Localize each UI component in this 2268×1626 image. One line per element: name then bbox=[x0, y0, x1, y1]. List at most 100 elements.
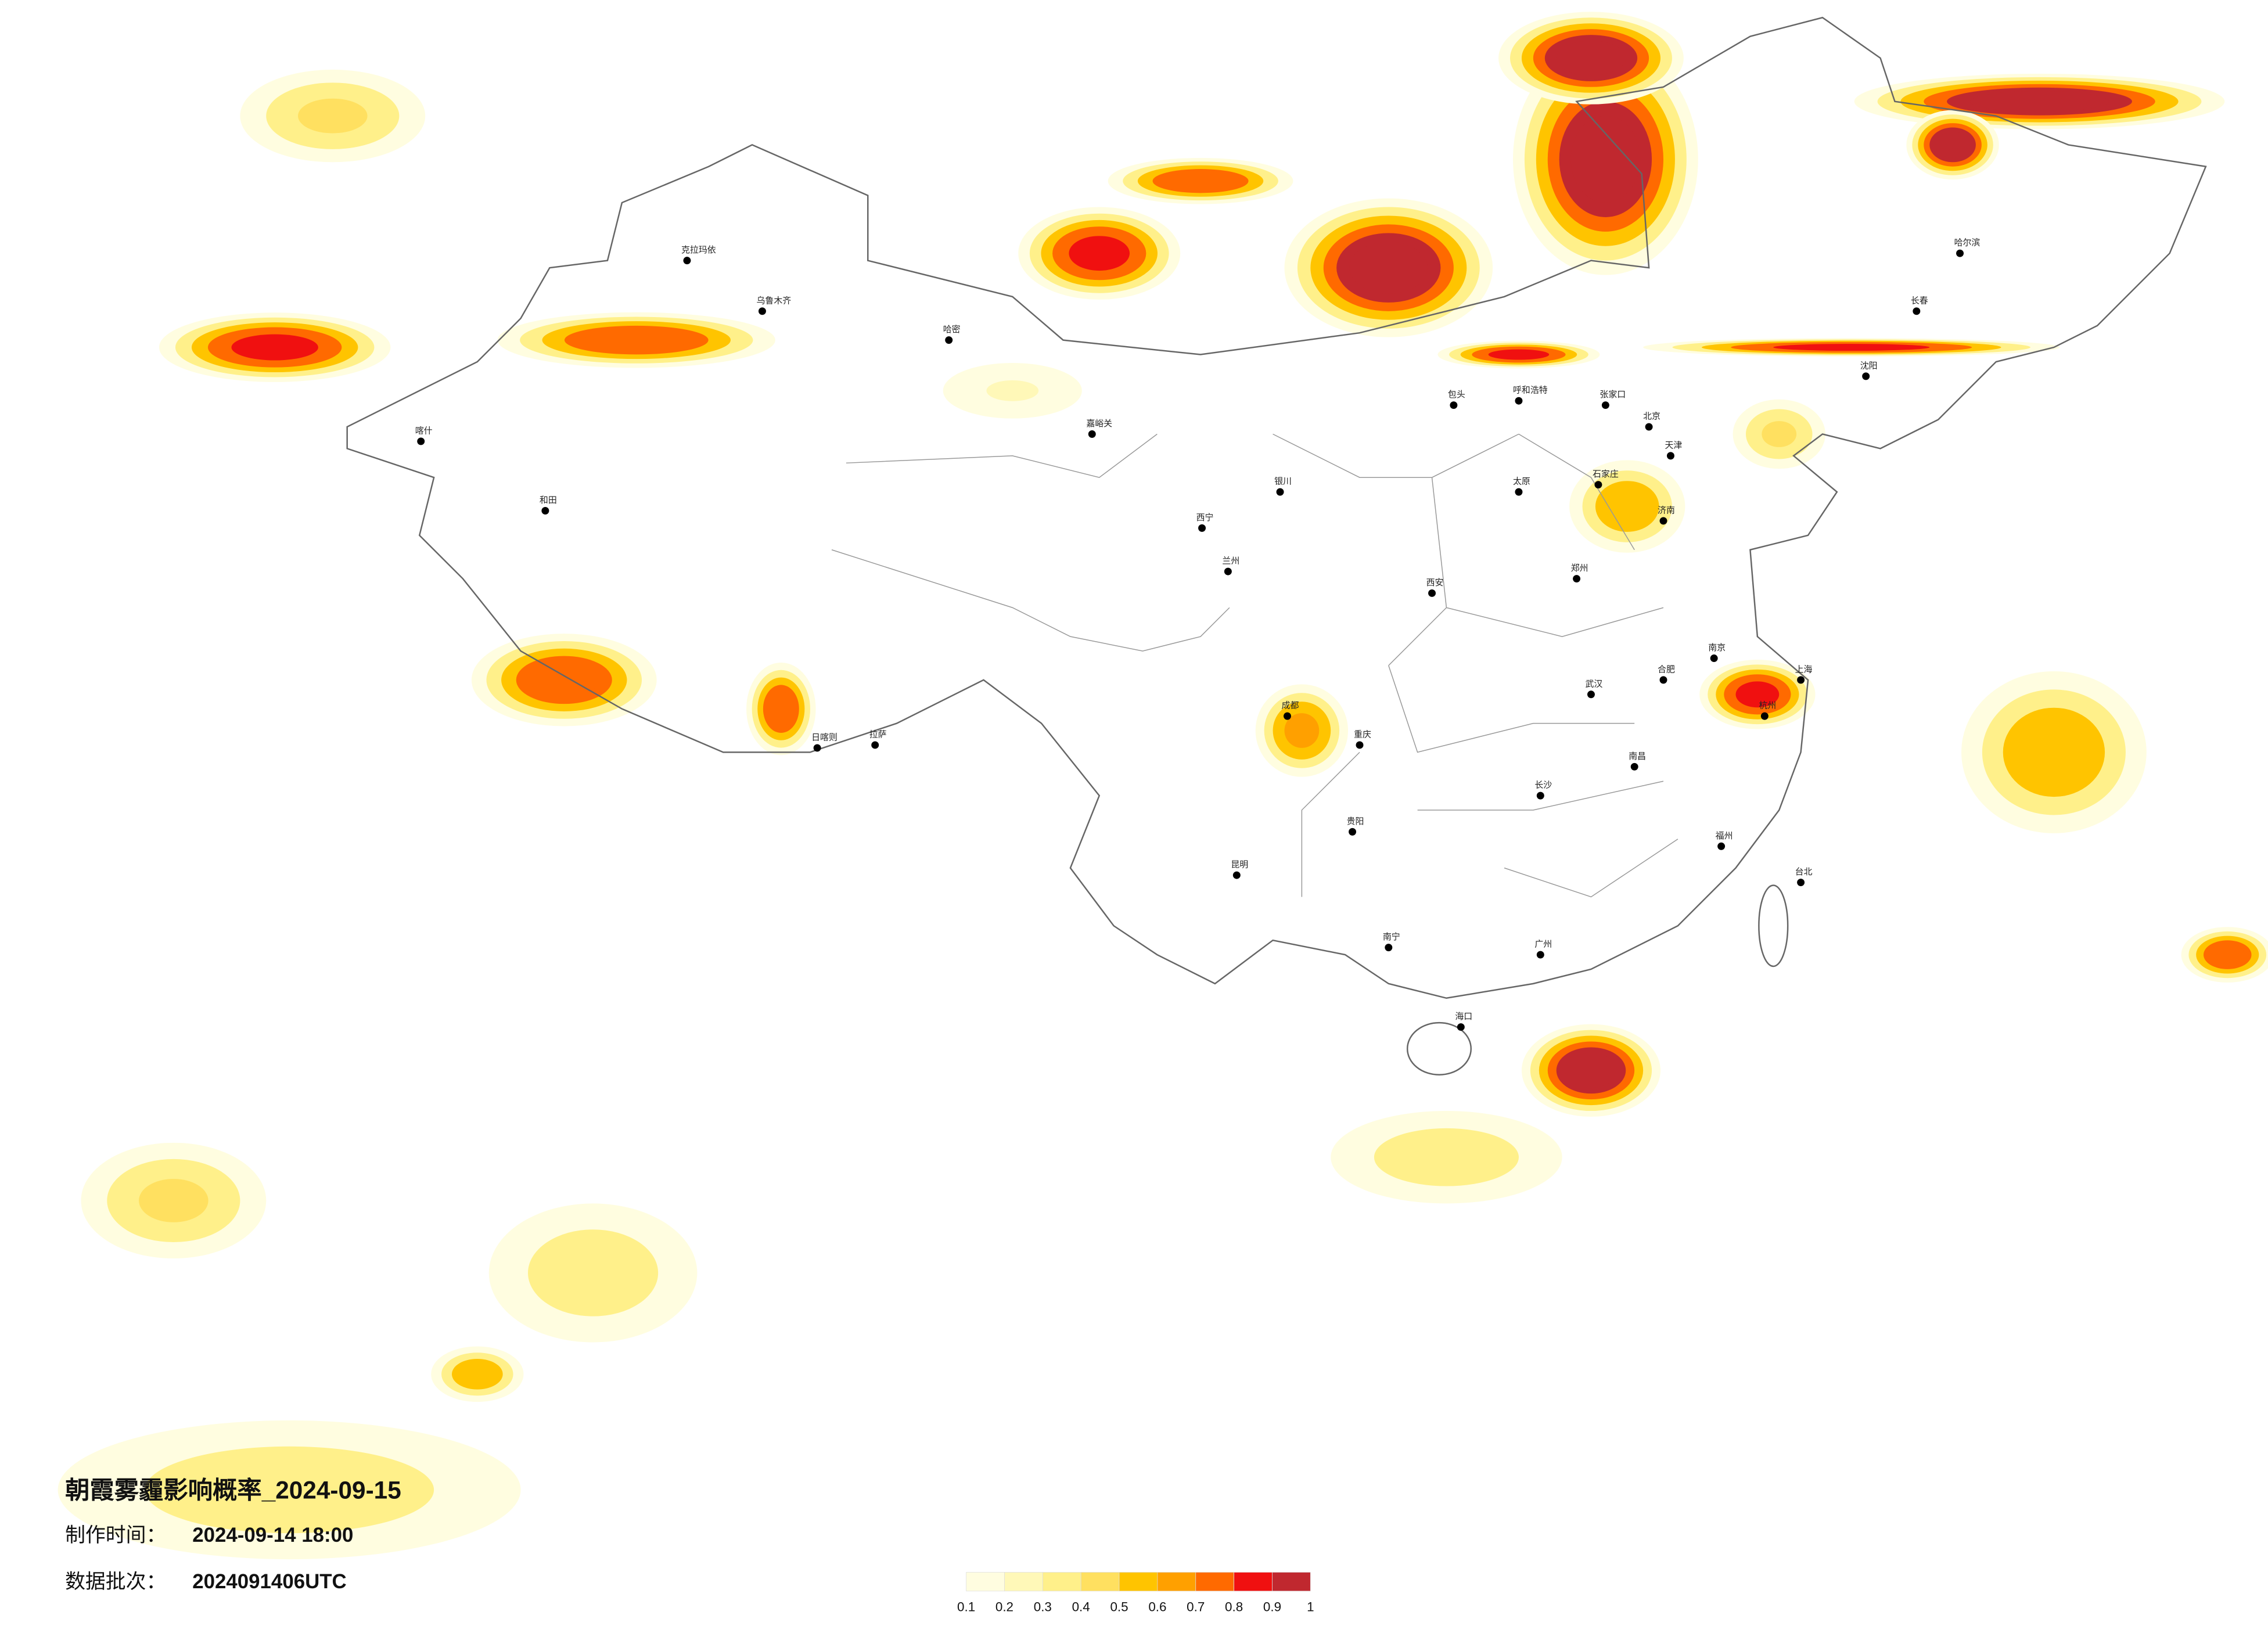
city-dot bbox=[1356, 741, 1364, 749]
city-label: 海口 bbox=[1455, 1012, 1472, 1021]
haze-core bbox=[1565, 1053, 1618, 1088]
city-label: 呼和浩特 bbox=[1513, 386, 1548, 395]
city-dot bbox=[1797, 879, 1805, 887]
city-dot bbox=[1536, 951, 1544, 959]
haze-core bbox=[2019, 722, 2089, 783]
city-dot bbox=[1450, 401, 1458, 409]
city-label: 克拉玛依 bbox=[681, 245, 716, 255]
city-label: 南宁 bbox=[1383, 932, 1400, 942]
colorbar-swatch bbox=[1272, 1572, 1311, 1592]
province-lines bbox=[831, 433, 1678, 898]
haze-core bbox=[553, 1247, 632, 1299]
city-label: 天津 bbox=[1665, 440, 1682, 450]
city-dot bbox=[1659, 676, 1667, 684]
city-label: 哈尔滨 bbox=[1954, 238, 1981, 248]
city-dot bbox=[1088, 430, 1096, 438]
city-label: 福州 bbox=[1716, 831, 1733, 841]
colorbar-tick-label: 0.5 bbox=[1110, 1600, 1128, 1614]
city-label: 长沙 bbox=[1534, 780, 1552, 790]
haze-core bbox=[1488, 349, 1550, 360]
colorbar-tick-label: 0.3 bbox=[1034, 1600, 1052, 1614]
city-label: 沈阳 bbox=[1860, 361, 1878, 370]
city-label: 喀什 bbox=[415, 426, 433, 436]
map-title: 朝霞雾霾影响概率_2024-09-15 bbox=[65, 1476, 401, 1503]
taiwan-outline bbox=[1758, 884, 1789, 967]
city-dot bbox=[1760, 712, 1769, 720]
city-label: 昆明 bbox=[1231, 860, 1248, 870]
haze-core bbox=[1935, 132, 1970, 158]
haze-core bbox=[202, 1463, 376, 1516]
city-dot bbox=[1862, 372, 1870, 380]
haze-core bbox=[1605, 489, 1649, 524]
city-dot bbox=[813, 744, 821, 752]
haze-core bbox=[1166, 172, 1235, 190]
city-label: 太原 bbox=[1513, 477, 1530, 487]
city-dot bbox=[1659, 517, 1667, 525]
city-dot bbox=[1594, 481, 1602, 489]
haze-core bbox=[1349, 242, 1428, 294]
city-dot bbox=[1385, 944, 1393, 952]
haze-core bbox=[298, 98, 368, 134]
city-label: 哈密 bbox=[943, 325, 961, 334]
city-label: 包头 bbox=[1448, 390, 1465, 400]
haze-core bbox=[459, 1364, 495, 1385]
city-dot bbox=[417, 437, 425, 445]
colorbar-tick-label: 0.2 bbox=[995, 1600, 1013, 1614]
colorbar-swatch bbox=[1004, 1572, 1043, 1592]
haze-core bbox=[768, 691, 795, 726]
city-label: 成都 bbox=[1282, 701, 1299, 711]
haze-core bbox=[1403, 1139, 1490, 1175]
city-label: 贵阳 bbox=[1347, 816, 1364, 826]
haze-core bbox=[584, 329, 689, 351]
colorbar-tick-label: 0.1 bbox=[957, 1600, 975, 1614]
city-label: 西安 bbox=[1426, 578, 1444, 588]
city-label: 武汉 bbox=[1586, 679, 1603, 689]
colorbar-swatch bbox=[1157, 1572, 1196, 1592]
colorbar-tick-label: 0.4 bbox=[1072, 1600, 1090, 1614]
haze-core bbox=[529, 662, 599, 697]
city-dot bbox=[1232, 871, 1241, 879]
colorbar-tick-label: 0.6 bbox=[1148, 1600, 1166, 1614]
city-dot bbox=[1284, 712, 1291, 720]
city-dot bbox=[1710, 654, 1718, 662]
city-label: 银川 bbox=[1274, 477, 1292, 487]
colorbar: 0.1 0.2 0.3 0.4 0.5 0.6 0.7 0.8 0.9 1 bbox=[957, 1572, 1314, 1614]
city-label: 南昌 bbox=[1629, 751, 1646, 761]
city-label: 乌鲁木齐 bbox=[756, 296, 791, 305]
haze-core bbox=[1735, 681, 1780, 708]
colorbar-tick-label: 0.8 bbox=[1225, 1600, 1243, 1614]
city-dot bbox=[1797, 676, 1805, 684]
city-dot bbox=[1349, 828, 1357, 836]
city-label: 广州 bbox=[1534, 940, 1552, 949]
city-dot bbox=[1515, 397, 1523, 405]
city-label: 和田 bbox=[540, 495, 557, 505]
city-label: 石家庄 bbox=[1593, 469, 1619, 479]
hainan-outline bbox=[1406, 1021, 1472, 1076]
haze-core bbox=[2210, 944, 2245, 965]
made-time-label: 制作时间： bbox=[65, 1524, 166, 1546]
batch: 2024091406UTC bbox=[192, 1570, 347, 1593]
city-dot bbox=[1956, 249, 1964, 257]
city-dot bbox=[1666, 452, 1674, 460]
haze-core bbox=[1773, 344, 1930, 351]
haze-core bbox=[1556, 41, 1626, 75]
city-label: 合肥 bbox=[1658, 664, 1675, 674]
haze-core bbox=[1570, 116, 1641, 203]
colorbar-tick-label: 0.7 bbox=[1187, 1600, 1205, 1614]
city-label: 张家口 bbox=[1600, 390, 1626, 400]
city-label: 上海 bbox=[1795, 664, 1813, 674]
colorbar-swatch bbox=[1234, 1572, 1273, 1592]
city-dot bbox=[871, 741, 879, 749]
made-time: 2024-09-14 18:00 bbox=[192, 1524, 353, 1546]
city-dot bbox=[1573, 575, 1581, 583]
colorbar-tick-label: 0.9 bbox=[1263, 1600, 1281, 1614]
city-dot bbox=[1630, 762, 1638, 771]
city-label: 拉萨 bbox=[869, 729, 887, 739]
city-dot bbox=[1913, 307, 1921, 315]
city-dot bbox=[945, 336, 953, 344]
city-dot bbox=[683, 257, 691, 265]
city-dot bbox=[1457, 1023, 1465, 1031]
colorbar-tick-label: 1 bbox=[1307, 1600, 1314, 1614]
